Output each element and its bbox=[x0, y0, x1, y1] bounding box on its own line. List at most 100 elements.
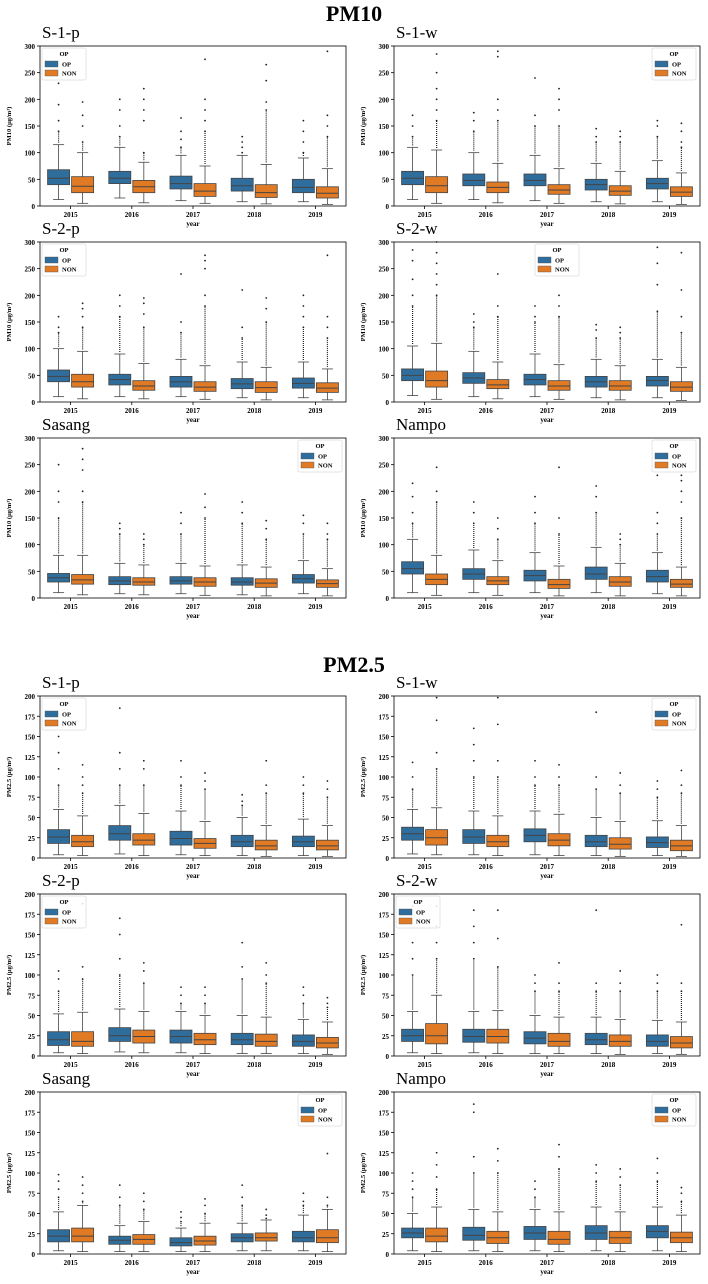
x-axis-label: year bbox=[540, 416, 553, 424]
non-outlier bbox=[435, 490, 438, 493]
x-tick-label: 2019 bbox=[662, 211, 677, 219]
y-axis-label: PM10 (μg/m³) bbox=[360, 107, 367, 146]
x-tick-label: 2015 bbox=[64, 603, 79, 611]
y-tick-label: 250 bbox=[25, 70, 36, 78]
op-outlier bbox=[595, 127, 598, 130]
x-tick-label: 2018 bbox=[601, 1061, 616, 1069]
non-outlier bbox=[81, 458, 84, 461]
op-box-2018 bbox=[584, 546, 608, 594]
op-box-2019 bbox=[291, 361, 315, 399]
non-box-2016 bbox=[132, 564, 156, 596]
y-tick-label: 100 bbox=[25, 972, 36, 980]
legend-label: NON bbox=[318, 463, 333, 470]
non-outlier bbox=[142, 970, 145, 972]
y-tick-label: 150 bbox=[25, 932, 36, 940]
y-axis-label: PM2.5 (μg/m³) bbox=[6, 955, 13, 995]
non-outlier bbox=[496, 759, 499, 762]
legend-label: OP bbox=[672, 62, 681, 69]
non-outlier bbox=[81, 776, 84, 778]
non-outlier bbox=[558, 87, 560, 90]
op-outlier bbox=[241, 141, 244, 143]
non-outlier bbox=[680, 251, 683, 254]
x-tick-label: 2018 bbox=[601, 1259, 616, 1267]
non-outlier bbox=[496, 50, 499, 53]
y-tick-label: 125 bbox=[379, 754, 390, 762]
legend-label: OP bbox=[62, 258, 71, 265]
y-tick-label: 150 bbox=[25, 319, 36, 327]
y-tick-label: 50 bbox=[28, 1013, 36, 1021]
y-tick-label: 200 bbox=[379, 96, 390, 104]
x-tick-label: 2016 bbox=[125, 1061, 140, 1069]
legend-title: OP bbox=[59, 701, 68, 708]
x-axis-label: year bbox=[540, 872, 553, 880]
legend: OP OP NON bbox=[297, 439, 343, 473]
non-outlier bbox=[142, 109, 145, 111]
y-tick-label: 300 bbox=[379, 435, 390, 443]
op-box-2017 bbox=[523, 154, 547, 202]
x-axis-label: year bbox=[186, 612, 199, 620]
y-tick-label: 200 bbox=[25, 693, 36, 701]
panel-label-s-2-w: S-2-w bbox=[396, 219, 438, 238]
non-outlier bbox=[680, 769, 683, 772]
op-box-2019 bbox=[645, 820, 669, 856]
non-outlier bbox=[265, 101, 268, 103]
non-box-2017 bbox=[547, 813, 571, 856]
x-axis-label: year bbox=[540, 220, 553, 228]
y-tick-label: 150 bbox=[379, 734, 390, 742]
op-outlier bbox=[302, 522, 305, 525]
y-tick-label: 150 bbox=[25, 123, 36, 131]
non-box-2019 bbox=[669, 825, 693, 857]
panel-label-nampo: Nampo bbox=[396, 1069, 447, 1088]
non-box-2015 bbox=[425, 807, 449, 856]
op-outlier bbox=[180, 994, 182, 997]
y-axis-label: PM2.5 (μg/m³) bbox=[6, 757, 13, 797]
legend-swatch bbox=[654, 461, 669, 469]
op-outlier bbox=[302, 130, 305, 133]
op-outlier bbox=[57, 82, 60, 85]
non-outlier bbox=[326, 996, 329, 999]
non-outlier bbox=[81, 125, 84, 127]
non-box-2017 bbox=[547, 364, 571, 400]
non-outlier bbox=[496, 517, 499, 519]
non-box-2016 bbox=[486, 560, 510, 596]
non-outlier bbox=[142, 961, 145, 964]
op-box-2015 bbox=[401, 538, 425, 594]
non-outlier bbox=[435, 109, 438, 111]
op-outlier bbox=[302, 141, 305, 143]
op-outlier bbox=[534, 1188, 536, 1191]
legend-swatch bbox=[44, 69, 59, 77]
op-outlier bbox=[656, 974, 659, 976]
section-title-pm10: PM10 bbox=[325, 1, 383, 26]
x-tick-label: 2019 bbox=[308, 211, 323, 219]
non-outlier bbox=[435, 941, 438, 944]
x-tick-label: 2017 bbox=[540, 863, 555, 871]
x-tick-label: 2016 bbox=[125, 1259, 140, 1267]
y-axis-label: PM2.5 (μg/m³) bbox=[360, 955, 367, 995]
x-tick-label: 2015 bbox=[418, 1061, 433, 1069]
op-box-2019 bbox=[291, 1019, 315, 1054]
op-outlier bbox=[302, 119, 305, 122]
legend-swatch bbox=[44, 710, 59, 718]
op-box-2017 bbox=[169, 1227, 193, 1252]
x-tick-label: 2016 bbox=[479, 863, 494, 871]
x-tick-label: 2017 bbox=[186, 407, 201, 415]
y-tick-label: 250 bbox=[379, 266, 390, 274]
chart-panel-s-1-w: 0 50 100 150 200 250 300 PM10 (μg/m³) 2015 2016 20… bbox=[360, 43, 701, 228]
x-axis-label: year bbox=[186, 220, 199, 228]
legend-swatch bbox=[44, 908, 59, 916]
non-outlier bbox=[204, 1204, 206, 1207]
non-box-2018 bbox=[608, 365, 632, 401]
op-outlier bbox=[411, 495, 414, 498]
non-outlier bbox=[680, 130, 683, 133]
y-tick-label: 50 bbox=[28, 568, 36, 576]
non-outlier bbox=[142, 533, 145, 535]
non-outlier bbox=[265, 1208, 268, 1211]
non-outlier bbox=[265, 79, 268, 82]
non-outlier bbox=[326, 254, 329, 257]
non-outlier bbox=[81, 763, 84, 766]
op-outlier bbox=[472, 909, 475, 912]
op-outlier bbox=[180, 130, 182, 133]
op-outlier bbox=[118, 917, 121, 920]
non-outlier bbox=[558, 990, 560, 993]
non-outlier bbox=[558, 294, 560, 297]
